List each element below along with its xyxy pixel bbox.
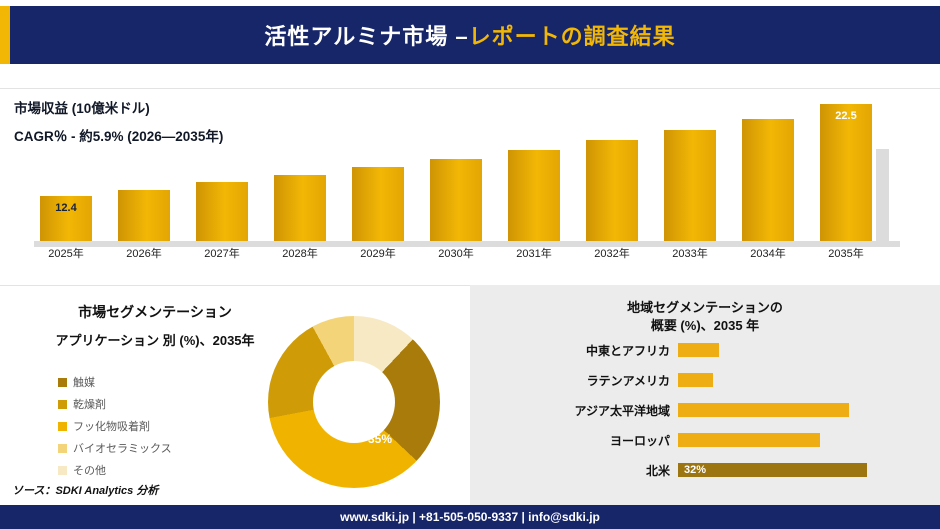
segmentation-panel: 市場セグメンテーション アプリケーション 別 (%)、2035年 触媒乾燥剤フッ…	[0, 285, 470, 506]
region-bar	[678, 433, 820, 447]
regional-title-line1: 地域セグメンテーションの	[627, 300, 783, 315]
revenue-chart-section: 市場収益 (10億米ドル) CAGR％ - 約5.9% (2026―2035年)…	[0, 88, 940, 286]
legend-item: 触媒	[58, 374, 172, 390]
regional-title-line2: 概要 (%)、2035 年	[650, 318, 760, 333]
chart-3d-floor	[34, 241, 900, 247]
chart-3d-wall	[876, 149, 889, 241]
year-label: 2034年	[750, 248, 786, 260]
region-row: 北米 32%	[470, 463, 940, 478]
bar-value-label: 22.5	[835, 110, 857, 122]
legend-swatch	[58, 399, 67, 409]
year-label: 2029年	[360, 248, 396, 260]
regional-bar-chart: 中東とアフリカ ラテンアメリカアジア太平洋地域ヨーロッパ北米 32%	[470, 343, 940, 493]
year-label: 2027年	[204, 248, 240, 260]
footer: www.sdki.jp | +81-505-050-9337 | info@sd…	[0, 505, 940, 529]
region-row: アジア太平洋地域	[470, 403, 940, 418]
revenue-bar-2026年	[118, 190, 170, 241]
region-bar-value-label: 32%	[684, 464, 707, 476]
year-label: 2031年	[516, 248, 552, 260]
donut-chart: 35%	[268, 316, 440, 488]
revenue-bar-2027年	[196, 182, 248, 241]
year-label: 2030年	[438, 248, 474, 260]
donut-ring	[268, 316, 440, 488]
year-label: 2025年	[48, 248, 84, 260]
region-bar	[678, 403, 849, 417]
legend-item: バイオセラミックス	[58, 440, 172, 456]
region-label: 中東とアフリカ	[585, 343, 670, 358]
revenue-bar-2028年	[274, 175, 326, 241]
revenue-bar-2032年	[586, 140, 638, 241]
region-label: ラテンアメリカ	[586, 373, 670, 388]
source-note: ソース：SDKI Analytics 分析	[12, 485, 159, 497]
legend-item: その他	[58, 462, 172, 478]
region-label: ヨーロッパ	[609, 433, 670, 448]
segmentation-subtitle: アプリケーション 別 (%)、2035年	[55, 333, 255, 348]
revenue-cagr-text: CAGR％ - 約5.9% (2026―2035年)	[14, 129, 224, 144]
revenue-column-chart: 12.4 22.5 2025年 2026年 2027年 2028年 2029年 2030年 2…	[34, 103, 910, 268]
region-row: ヨーロッパ	[470, 433, 940, 448]
region-row: ラテンアメリカ	[470, 373, 940, 388]
header-accent-bar	[0, 6, 10, 64]
legend-label: 乾燥剤	[73, 399, 106, 411]
region-label: アジア太平洋地域	[574, 403, 670, 418]
donut-legend: 触媒乾燥剤フッ化物吸着剤バイオセラミックス その他	[58, 374, 172, 478]
region-bar	[678, 373, 713, 387]
header: 活性アルミナ市場 –レポートの調査結果	[0, 6, 940, 64]
year-label: 2033年	[672, 248, 708, 260]
revenue-bars: 12.4 22.5	[40, 103, 884, 241]
region-row: 中東とアフリカ	[470, 343, 940, 358]
footer-contact-text: www.sdki.jp | +81-505-050-9337 | info@sd…	[340, 510, 600, 524]
revenue-bar-2035年: 22.5	[820, 104, 872, 241]
legend-label: フッ化物吸着剤	[73, 421, 150, 433]
revenue-bar-2030年	[430, 159, 482, 241]
revenue-bar-2025年: 12.4	[40, 196, 92, 241]
title-highlight: レポートの調査結果	[468, 24, 676, 49]
year-label: 2028年	[282, 248, 318, 260]
legend-swatch	[58, 377, 67, 387]
legend-label: バイオセラミックス	[73, 443, 172, 455]
page-title: 活性アルミナ市場 –レポートの調査結果	[264, 19, 675, 51]
segmentation-title: 市場セグメンテーション	[78, 304, 232, 320]
region-bar	[678, 343, 719, 357]
bar-value-label: 12.4	[55, 202, 77, 214]
region-label: 北米	[645, 463, 670, 478]
revenue-year-labels: 2025年 2026年 2027年 2028年 2029年 2030年 2031年 2032年…	[40, 245, 884, 261]
title-main: 活性アルミナ市場 –	[264, 24, 469, 49]
revenue-bar-2029年	[352, 167, 404, 241]
year-label: 2035年	[828, 248, 864, 260]
legend-swatch	[58, 421, 67, 431]
donut-value-label: 35%	[368, 432, 393, 446]
year-label: 2032年	[594, 248, 630, 260]
revenue-bar-2033年	[664, 130, 716, 241]
legend-item: 乾燥剤	[58, 396, 172, 412]
year-label: 2026年	[126, 248, 162, 260]
legend-label: 触媒	[73, 377, 95, 389]
revenue-bar-2034年	[742, 119, 794, 241]
legend-swatch	[58, 465, 67, 475]
legend-label: その他	[73, 465, 106, 477]
legend-item: フッ化物吸着剤	[58, 418, 172, 434]
revenue-axis-title: 市場収益 (10億米ドル)	[14, 101, 150, 116]
regional-panel: 地域セグメンテーションの 概要 (%)、2035 年 中東とアフリカ ラテンアメリ…	[470, 285, 940, 505]
region-bar: 32%	[678, 463, 867, 477]
legend-swatch	[58, 443, 67, 453]
revenue-bar-2031年	[508, 150, 560, 241]
